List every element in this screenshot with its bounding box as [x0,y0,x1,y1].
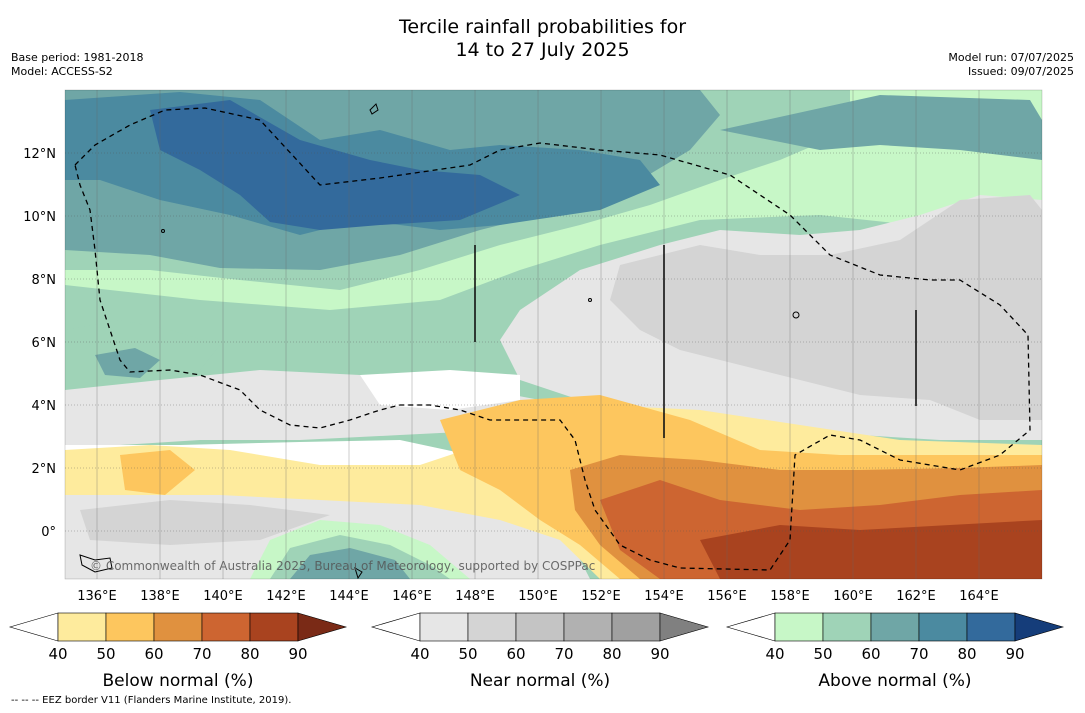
colorbar-segment [105,612,155,642]
lon-tick: 160°E [833,589,873,604]
colorbar-tick: 40 [765,645,784,663]
below-90-region [700,520,1042,579]
lat-tick: 12°N [23,147,56,162]
colorbar-extend-low [370,612,421,642]
longitude-axis: 136°E 138°E 140°E 142°E 144°E 146°E 148°… [77,589,999,604]
colorbar: 40 50 60 70 80 90 Above normal (%) [725,612,1065,691]
colorbar-tick: 70 [192,645,211,663]
colorbar-segment [249,612,299,642]
colorbar-label: Below normal (%) [103,671,254,691]
colorbar-extend-high [1014,612,1065,642]
lon-tick: 144°E [329,589,369,604]
colorbar-segment [611,612,661,642]
colorbar-label: Near normal (%) [470,671,610,691]
colorbar-legends: 40 50 60 70 80 90 Below normal (%) 40 50 60 70 80 90… [8,612,1065,691]
lon-tick: 158°E [770,589,810,604]
colorbar-tick: 50 [813,645,832,663]
colorbar-segment [822,612,872,642]
above-90-region [150,100,520,230]
issued-text: Issued: 09/07/2025 [967,65,1074,78]
colorbar-segment [153,612,203,642]
near-normal-region-grey2 [610,195,1042,420]
colorbar-tick: 70 [554,645,573,663]
colorbar-tick: 80 [240,645,259,663]
colorbar-extend-high [297,612,348,642]
colorbar-tick: 40 [48,645,67,663]
lon-tick: 146°E [392,589,432,604]
colorbar-tick: 50 [96,645,115,663]
colorbar-tick: 80 [602,645,621,663]
island-outlines [79,103,800,579]
colorbar-segment [515,612,565,642]
map-frame [64,89,1043,580]
model-run-text: Model run: 07/07/2025 [948,51,1074,64]
colorbar-tick: 60 [861,645,880,663]
colorbar-tick: 50 [458,645,477,663]
above-70-region-south [290,548,410,579]
below-60-region-west [120,450,195,495]
above-70-region-east [720,95,1042,160]
lon-tick: 140°E [203,589,243,604]
colorbar-tick: 80 [957,645,976,663]
colorbar-segment [201,612,251,642]
map-title-line2: 14 to 27 July 2025 [455,39,630,61]
neutral-white-center [360,370,520,410]
above-70-region-west [95,348,160,378]
colorbar-extend-low [8,612,59,642]
colorbar-segment [563,612,613,642]
colorbar-tick: 90 [288,645,307,663]
lat-tick: 4°N [32,399,57,414]
lon-tick: 162°E [896,589,936,604]
colorbar-segment [966,612,1016,642]
lon-tick: 152°E [581,589,621,604]
lat-tick: 8°N [32,273,57,288]
copyright-text: © Commonwealth of Australia 2025, Bureau… [90,559,595,573]
colorbar: 40 50 60 70 80 90 Near normal (%) [370,612,710,691]
colorbar-extend-high [659,612,710,642]
colorbar-segment [918,612,968,642]
colorbar-tick: 90 [1005,645,1024,663]
map-gridlines [65,152,1042,532]
colorbar-segment [419,612,469,642]
colorbar-tick: 60 [506,645,525,663]
lon-tick: 148°E [455,589,495,604]
lat-tick: 2°N [32,462,57,477]
eez-border [74,107,1031,571]
colorbar-tick: 60 [144,645,163,663]
colorbar-extend-low [725,612,776,642]
colorbar: 40 50 60 70 80 90 Below normal (%) [8,612,348,691]
probability-map: © Commonwealth of Australia 2025, Bureau… [65,90,1042,579]
colorbar-label: Above normal (%) [818,671,971,691]
lon-tick: 164°E [959,589,999,604]
lon-tick: 154°E [644,589,684,604]
colorbar-tick: 90 [650,645,669,663]
colorbar-segment [467,612,517,642]
colorbar-tick: 70 [909,645,928,663]
lon-tick: 142°E [266,589,306,604]
colorbar-segment [774,612,824,642]
base-period-text: Base period: 1981-2018 [11,51,144,64]
lat-tick: 0° [41,525,56,540]
eez-footnote: -- -- -- EEZ border V11 (Flanders Marine… [11,695,292,706]
colorbar-segment [870,612,920,642]
lat-tick: 10°N [23,210,56,225]
lon-tick: 138°E [140,589,180,604]
boundary-lines [474,245,917,438]
lat-tick: 6°N [32,336,57,351]
lon-tick: 136°E [77,589,117,604]
map-title-line1: Tercile rainfall probabilities for [398,16,687,38]
latitude-axis: 12°N 10°N 8°N 6°N 4°N 2°N 0° [23,147,56,540]
colorbar-tick: 40 [410,645,429,663]
lon-tick: 156°E [707,589,747,604]
model-text: Model: ACCESS-S2 [11,65,113,78]
near-normal-region-south2 [80,500,330,545]
lon-tick: 150°E [518,589,558,604]
colorbar-segment [57,612,107,642]
